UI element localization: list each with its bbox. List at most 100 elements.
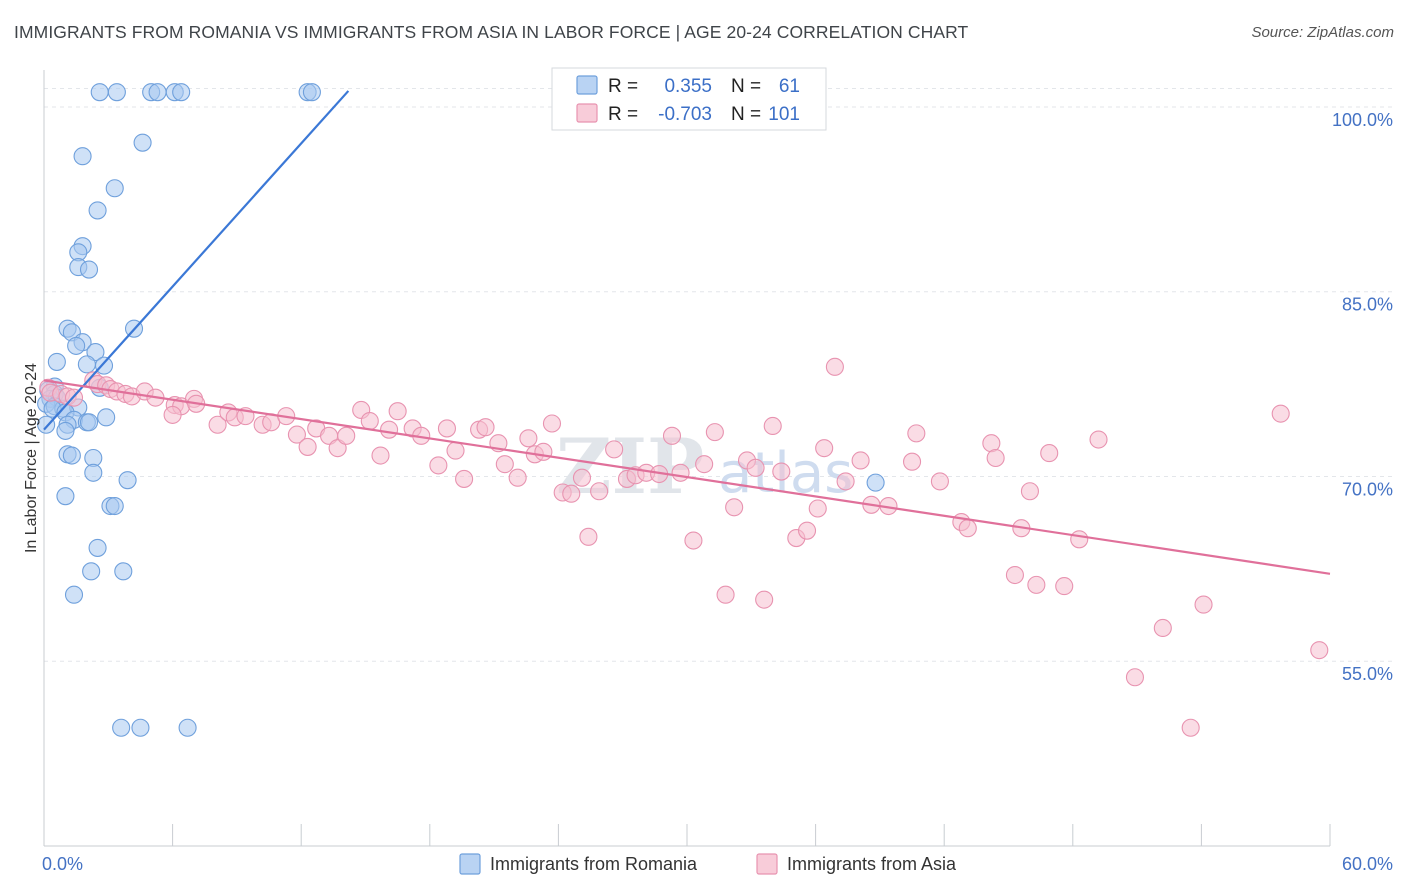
asia-point — [1310, 641, 1329, 660]
romania-point — [172, 83, 191, 102]
asia-point — [388, 402, 407, 421]
stats-box: R = 0.355 N = 61 R = -0.703 N = 101 — [551, 67, 827, 131]
romania-point — [131, 718, 150, 737]
romania-trend-line — [43, 90, 350, 431]
romania-point — [94, 356, 114, 375]
asia-point — [455, 469, 474, 488]
romania-point — [866, 473, 885, 492]
asia-point — [716, 585, 735, 604]
stats-r-label-asia: R = — [608, 104, 638, 125]
legend-swatch-romania — [459, 853, 481, 875]
romania-point — [37, 415, 56, 434]
asia-point — [815, 439, 834, 458]
asia-point — [986, 448, 1005, 468]
asia-point — [662, 426, 682, 445]
source-label: Source: ZipAtlas.com — [1251, 24, 1394, 41]
asia-point — [287, 425, 306, 444]
romania-point — [64, 585, 84, 604]
asia-point — [851, 451, 870, 470]
stats-r-label-romania: R = — [608, 76, 638, 97]
asia-point — [836, 472, 855, 491]
asia-point — [684, 531, 703, 550]
asia-point — [208, 415, 227, 434]
asia-trend-line — [43, 379, 1331, 575]
romania-point — [178, 718, 197, 737]
asia-point — [755, 590, 774, 609]
asia-point — [1027, 575, 1046, 594]
asia-point — [695, 455, 714, 474]
asia-point — [1153, 618, 1172, 638]
asia-point — [572, 468, 592, 487]
asia-point — [437, 419, 456, 438]
romania-point — [114, 562, 133, 581]
asia-point — [746, 458, 765, 477]
asia-point — [1089, 430, 1108, 449]
asia-point — [495, 455, 514, 474]
romania-point — [118, 471, 137, 490]
stats-r-value-asia: -0.703 — [658, 104, 712, 125]
asia-point — [429, 456, 448, 475]
y-tick-label: 70.0% — [1342, 479, 1393, 499]
romania-point — [62, 446, 81, 465]
romania-point — [56, 487, 75, 506]
asia-point — [579, 527, 598, 546]
romania-point — [107, 83, 126, 102]
stats-swatch-romania — [576, 75, 598, 95]
romania-point — [302, 83, 321, 102]
asia-point — [671, 463, 690, 482]
romania-point — [88, 201, 107, 220]
legend-swatch-asia — [756, 853, 778, 875]
asia-point — [380, 420, 399, 439]
romania-points — [37, 83, 885, 737]
asia-point — [298, 437, 317, 456]
romania-point — [79, 413, 99, 432]
asia-point — [328, 439, 347, 458]
asia-point — [1271, 404, 1290, 423]
romania-point — [105, 496, 124, 516]
y-tick-label: 55.0% — [1342, 664, 1393, 684]
asia-point — [797, 521, 817, 540]
romania-point — [47, 352, 66, 371]
asia-point — [446, 441, 465, 460]
stats-n-value-asia: 101 — [768, 104, 800, 125]
romania-point — [86, 343, 105, 362]
stats-n-label-romania: N = — [731, 76, 761, 97]
x-tick-label: 60.0% — [1342, 854, 1393, 874]
romania-point — [88, 538, 107, 557]
romania-point — [148, 83, 167, 102]
y-axis-label: In Labor Force | Age 20-24 — [23, 363, 40, 553]
chart-title: IMMIGRANTS FROM ROMANIA VS IMMIGRANTS FR… — [14, 22, 969, 42]
asia-point — [1181, 718, 1200, 737]
x-tick-labels: 0.0% 60.0% — [42, 854, 1393, 874]
asia-point — [808, 499, 827, 518]
romania-point — [73, 147, 92, 166]
asia-point — [508, 468, 527, 487]
romania-point — [79, 260, 99, 279]
asia-point — [763, 416, 782, 436]
asia-points — [39, 357, 1329, 737]
asia-point — [534, 442, 553, 461]
y-tick-label: 100.0% — [1332, 110, 1393, 130]
romania-point — [133, 133, 152, 152]
asia-point — [725, 498, 744, 517]
asia-point — [825, 357, 844, 376]
asia-point — [705, 423, 724, 442]
asia-point — [958, 519, 977, 538]
asia-point — [1070, 530, 1089, 549]
asia-point — [1005, 565, 1024, 585]
stats-swatch-asia — [576, 103, 598, 123]
asia-point — [542, 414, 562, 433]
asia-point — [772, 462, 791, 481]
legend-label-romania: Immigrants from Romania — [490, 854, 698, 874]
asia-point — [1020, 482, 1039, 501]
axes — [43, 70, 1331, 847]
asia-point — [605, 440, 624, 459]
romania-point — [82, 562, 101, 581]
asia-point — [902, 452, 922, 471]
y-tick-labels: 55.0% 70.0% 85.0% 100.0% — [1332, 110, 1393, 684]
asia-point — [907, 424, 926, 443]
romania-point — [84, 463, 103, 482]
romania-point — [56, 421, 75, 440]
romania-point — [97, 408, 116, 427]
